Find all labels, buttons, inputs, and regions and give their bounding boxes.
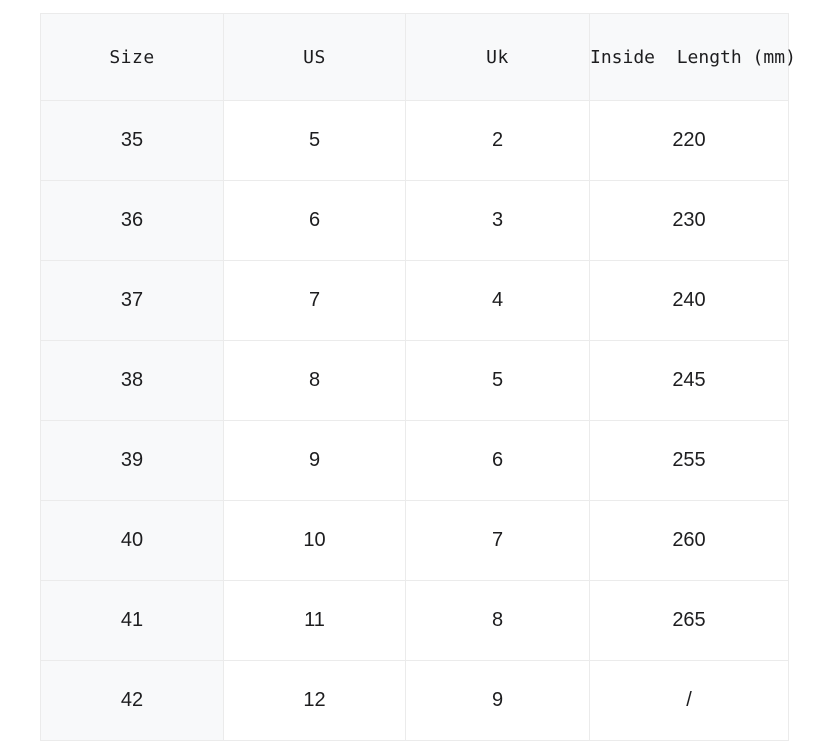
- cell-size: 36: [40, 180, 224, 261]
- column-header-inside_length_mm: Inside Length (mm): [589, 13, 796, 101]
- cell-inside_length_mm: 265: [589, 580, 789, 661]
- column-header-uk: Uk: [405, 13, 590, 101]
- cell-us: 7: [223, 260, 406, 341]
- table-row: 39 9 6 255: [40, 420, 789, 501]
- cell-size: 42: [40, 660, 224, 741]
- column-header-size: Size: [40, 13, 224, 101]
- cell-uk: 2: [405, 100, 590, 181]
- cell-uk: 7: [405, 500, 590, 581]
- cell-us: 8: [223, 340, 406, 421]
- cell-inside_length_mm: 245: [589, 340, 789, 421]
- cell-inside_length_mm: 255: [589, 420, 789, 501]
- cell-uk: 4: [405, 260, 590, 341]
- cell-uk: 3: [405, 180, 590, 261]
- size-chart: Size US Uk Inside Length (mm) 35 5 2 220 36 6 3 23…: [40, 13, 796, 741]
- table-row: 35 5 2 220: [40, 100, 789, 181]
- cell-uk: 9: [405, 660, 590, 741]
- cell-inside_length_mm: 230: [589, 180, 789, 261]
- column-header-us: US: [223, 13, 406, 101]
- cell-size: 35: [40, 100, 224, 181]
- table-row: 36 6 3 230: [40, 180, 789, 261]
- cell-us: 10: [223, 500, 406, 581]
- size-chart-body: 35 5 2 220 36 6 3 230 37 7 4 240 38 8 5 245 39 9 6 255 40 10 7…: [40, 100, 789, 741]
- cell-size: 38: [40, 340, 224, 421]
- cell-size: 37: [40, 260, 224, 341]
- size-chart-table: Size US Uk Inside Length (mm) 35 5 2 220 36 6 3 23…: [40, 13, 796, 741]
- table-row: 42 12 9/: [40, 660, 789, 741]
- cell-us: 12: [223, 660, 406, 741]
- cell-inside_length_mm: 240: [589, 260, 789, 341]
- cell-us: 9: [223, 420, 406, 501]
- cell-inside_length_mm: /: [589, 660, 789, 741]
- header-row: Size US Uk Inside Length (mm): [40, 13, 796, 101]
- cell-inside_length_mm: 220: [589, 100, 789, 181]
- cell-us: 11: [223, 580, 406, 661]
- cell-us: 6: [223, 180, 406, 261]
- cell-size: 39: [40, 420, 224, 501]
- cell-size: 40: [40, 500, 224, 581]
- table-row: 40 10 7 260: [40, 500, 789, 581]
- cell-uk: 8: [405, 580, 590, 661]
- table-row: 38 8 5 245: [40, 340, 789, 421]
- table-row: 41 11 8 265: [40, 580, 789, 661]
- cell-uk: 6: [405, 420, 590, 501]
- size-chart-header: Size US Uk Inside Length (mm): [40, 13, 796, 101]
- cell-inside_length_mm: 260: [589, 500, 789, 581]
- cell-uk: 5: [405, 340, 590, 421]
- cell-size: 41: [40, 580, 224, 661]
- table-row: 37 7 4 240: [40, 260, 789, 341]
- cell-us: 5: [223, 100, 406, 181]
